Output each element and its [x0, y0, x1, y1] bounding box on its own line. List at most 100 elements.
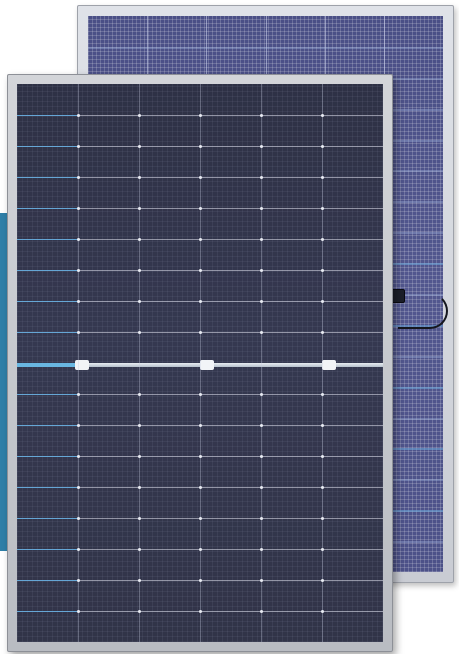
cell-junction-dot — [260, 176, 263, 179]
cell-junction-dot — [138, 114, 141, 117]
cell-junction-dot — [77, 424, 80, 427]
front-solar-panel — [7, 74, 393, 652]
cell-junction-dot — [260, 579, 263, 582]
cell-junction-dot — [199, 455, 202, 458]
cell-junction-dot — [77, 486, 80, 489]
cell-junction-dot — [138, 238, 141, 241]
cell-junction-dot — [138, 610, 141, 613]
cell-junction-dot — [199, 331, 202, 334]
cell-junction-dot — [77, 579, 80, 582]
cell-junction-dot — [77, 238, 80, 241]
cell-junction-dot — [138, 393, 141, 396]
cell-junction-dot — [77, 300, 80, 303]
cell-junction-dot — [321, 486, 324, 489]
cell-junction-dot — [138, 145, 141, 148]
cell-junction-dot — [138, 548, 141, 551]
cell-junction-dot — [199, 486, 202, 489]
cell-junction-dot — [321, 207, 324, 210]
cell-junction-dot — [321, 393, 324, 396]
cell-junction-dot — [321, 517, 324, 520]
cell-junction-dot — [138, 424, 141, 427]
cell-junction-dot — [138, 176, 141, 179]
bypass-diode — [322, 360, 336, 370]
front-cell-edge-highlight — [17, 611, 79, 612]
cell-junction-dot — [321, 269, 324, 272]
front-cell-column-line — [322, 84, 323, 642]
cell-junction-dot — [260, 517, 263, 520]
cell-junction-dot — [77, 393, 80, 396]
cell-junction-dot — [138, 331, 141, 334]
cell-junction-dot — [199, 176, 202, 179]
front-cell-edge-highlight — [17, 208, 79, 209]
cell-junction-dot — [321, 610, 324, 613]
front-cell-edge-highlight — [17, 456, 79, 457]
cell-junction-dot — [321, 176, 324, 179]
cell-junction-dot — [138, 455, 141, 458]
cell-junction-dot — [199, 610, 202, 613]
cell-junction-dot — [260, 145, 263, 148]
cell-junction-dot — [260, 455, 263, 458]
cell-junction-dot — [77, 145, 80, 148]
cell-junction-dot — [77, 610, 80, 613]
front-cell-edge-highlight — [17, 301, 79, 302]
bypass-diode — [75, 360, 89, 370]
cell-junction-dot — [138, 517, 141, 520]
cell-junction-dot — [321, 145, 324, 148]
cell-junction-dot — [199, 548, 202, 551]
cell-junction-dot — [77, 517, 80, 520]
front-cell-edge-highlight — [17, 425, 79, 426]
front-cell-edge-highlight — [17, 394, 79, 395]
cell-junction-dot — [77, 455, 80, 458]
front-cell-edge-highlight — [17, 332, 79, 333]
cell-junction-dot — [260, 238, 263, 241]
cell-junction-dot — [138, 269, 141, 272]
front-cell-edge-highlight — [17, 239, 79, 240]
cell-junction-dot — [260, 610, 263, 613]
front-panel-cell-grid — [17, 84, 383, 642]
cell-junction-dot — [77, 331, 80, 334]
cell-junction-dot — [321, 238, 324, 241]
cell-junction-dot — [77, 114, 80, 117]
cell-junction-dot — [260, 207, 263, 210]
center-bus-bar — [17, 360, 383, 370]
cell-junction-dot — [199, 424, 202, 427]
front-cell-column-line — [200, 84, 201, 642]
cell-junction-dot — [260, 486, 263, 489]
cell-junction-dot — [77, 176, 80, 179]
cell-junction-dot — [321, 579, 324, 582]
cell-junction-dot — [260, 548, 263, 551]
front-cell-edge-highlight — [17, 518, 79, 519]
cell-junction-dot — [77, 269, 80, 272]
front-cell-edge-highlight — [17, 115, 79, 116]
cell-junction-dot — [199, 269, 202, 272]
cell-junction-dot — [321, 424, 324, 427]
cell-junction-dot — [321, 455, 324, 458]
front-cell-column-line — [139, 84, 140, 642]
cell-junction-dot — [199, 145, 202, 148]
front-cell-column-line — [261, 84, 262, 642]
front-cell-edge-highlight — [17, 549, 79, 550]
cell-junction-dot — [260, 114, 263, 117]
cell-junction-dot — [77, 548, 80, 551]
cell-junction-dot — [199, 207, 202, 210]
cell-junction-dot — [321, 114, 324, 117]
front-cell-edge-highlight — [17, 270, 79, 271]
cell-junction-dot — [199, 238, 202, 241]
cell-junction-dot — [260, 300, 263, 303]
cell-junction-dot — [138, 579, 141, 582]
cell-junction-dot — [138, 486, 141, 489]
front-cell-edge-highlight — [17, 487, 79, 488]
front-cell-edge-highlight — [17, 580, 79, 581]
cell-junction-dot — [260, 393, 263, 396]
rear-cell-row-line — [88, 47, 443, 49]
front-cell-column-line — [78, 84, 79, 642]
cell-junction-dot — [260, 424, 263, 427]
center-bus-highlight — [17, 363, 77, 367]
cell-junction-dot — [138, 300, 141, 303]
junction-cable — [398, 293, 448, 329]
cell-junction-dot — [77, 207, 80, 210]
cell-junction-dot — [199, 114, 202, 117]
cell-junction-dot — [199, 393, 202, 396]
cell-junction-dot — [199, 300, 202, 303]
